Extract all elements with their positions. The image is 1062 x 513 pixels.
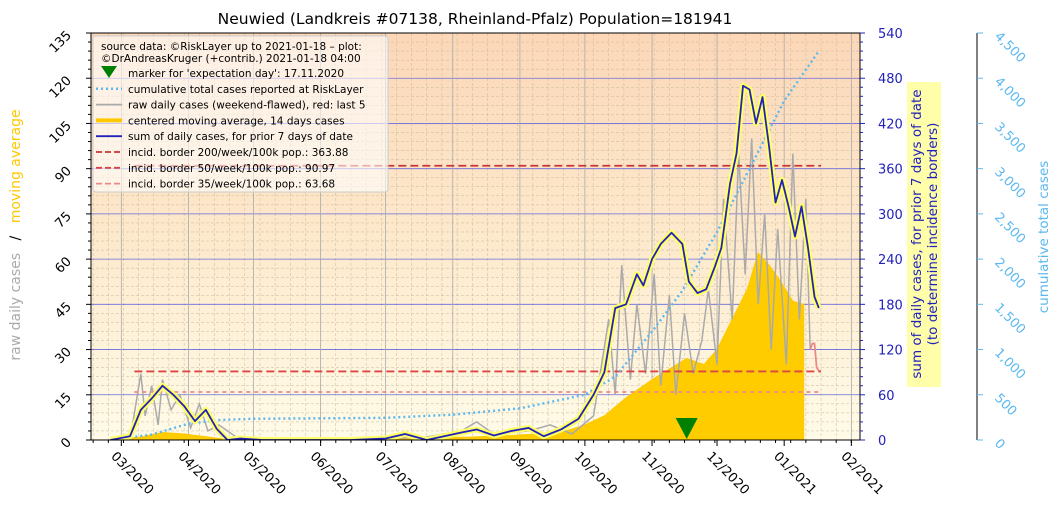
x-tick-label: 08/2020: [439, 449, 488, 498]
x-tick-label: 03/2020: [107, 449, 156, 498]
legend-entry: incid. border 35/week/100k pop.: 63.68: [96, 179, 335, 191]
y-axis-left-label: raw daily cases / moving average: [8, 109, 24, 360]
expectation-day-marker: [675, 418, 698, 439]
legend-label: sum of daily cases, for prior 7 days of …: [128, 131, 353, 143]
legend-label: cumulative total cases reported at RiskL…: [128, 84, 364, 96]
legend-entry: raw daily cases (weekend-flawed), red: l…: [96, 100, 366, 112]
y-axis-right2-label: cumulative total cases: [1036, 161, 1052, 314]
legend-entry: sum of daily cases, for prior 7 days of …: [96, 131, 353, 143]
plot-frame: [90, 32, 861, 441]
chart-title: Neuwied (Landkreis #07138, Rheinland-Pfa…: [218, 10, 733, 28]
y-right1-tick-label: 420: [878, 117, 903, 132]
y-right2-tick-label: 0: [991, 436, 1007, 452]
legend-label: raw daily cases (weekend-flawed), red: l…: [128, 100, 366, 112]
y-right1-tick-label: 300: [878, 208, 903, 223]
x-tick-label: 06/2020: [307, 449, 356, 498]
x-tick-label: 02/2021: [838, 449, 887, 498]
y-left-tick-label: 105: [47, 119, 75, 147]
x-tick-label: 10/2020: [571, 449, 620, 498]
y-right2-tick-label: 4,000: [991, 74, 1028, 111]
y-right1-tick-label: 540: [878, 27, 903, 42]
y-left-tick-label: 75: [53, 209, 75, 231]
x-tick-label: 05/2020: [240, 449, 289, 498]
ylabel-right1-line2: (to determine incidence borders): [925, 123, 941, 346]
y-left-tick-label: 60: [53, 254, 75, 276]
legend-label: centered moving average, 14 days cases: [128, 115, 345, 127]
raw-daily-last5-line: [809, 342, 820, 372]
ylabel-separator: /: [8, 235, 24, 240]
y-right2-tick-label: 1,500: [991, 301, 1028, 338]
legend-entry: incid. border 50/week/100k pop.: 90.97: [96, 163, 335, 175]
y-left-tick-label: 0: [58, 435, 74, 451]
weekly-sum-line: [110, 84, 820, 440]
y-right1-tick-label: 360: [878, 163, 903, 178]
y-right1-tick-label: 240: [878, 253, 903, 268]
legend-label: incid. border 50/week/100k pop.: 90.97: [128, 163, 335, 175]
y-right2-tick-label: 1,000: [991, 346, 1028, 383]
y-right2-tick-label: 500: [991, 391, 1019, 419]
legend-swatch-marker: [101, 66, 117, 78]
legend-entry: incid. border 200/week/100k pop.: 363.88: [96, 147, 348, 159]
cumulative-total-line: [110, 50, 820, 440]
plot-marks: [109, 50, 822, 440]
y-left-tick-label: 45: [53, 300, 75, 322]
x-tick-label: 09/2020: [506, 449, 555, 498]
y-right2-tick-label: 3,500: [991, 120, 1028, 157]
x-tick-label: 01/2021: [770, 449, 819, 498]
y-right1-tick-label: 0: [878, 434, 886, 449]
legend-entry: centered moving average, 14 days cases: [96, 115, 345, 127]
ylabel-moving-average: moving average: [8, 109, 24, 223]
right-label-highlight: [907, 82, 941, 387]
y-right1-tick-label: 60: [878, 389, 895, 404]
y-right1-tick-label: 120: [878, 344, 903, 359]
ylabel-right1-line1: sum of daily cases, for prior 7 days of …: [909, 89, 925, 378]
y-left-tick-label: 120: [47, 73, 75, 101]
y-right2-tick-label: 2,000: [991, 255, 1028, 292]
legend-box: [92, 35, 389, 193]
y-left-tick-label: 90: [53, 164, 75, 186]
legend-label: marker for 'expectation day': 17.11.2020: [128, 68, 344, 80]
y-right1-tick-label: 480: [878, 72, 903, 87]
y-right2-tick-label: 3,000: [991, 165, 1028, 202]
x-tick-label: 07/2020: [372, 449, 421, 498]
x-tick-label: 12/2020: [703, 449, 752, 498]
y-left-tick-label: 135: [47, 28, 75, 56]
legend-entry: marker for 'expectation day': 17.11.2020: [101, 66, 344, 80]
svg-text:raw daily cases /: raw daily cases / moving average: [8, 109, 24, 360]
source-note: source data: ©RiskLayer up to 2021-01-18…: [101, 41, 365, 65]
legend-label: incid. border 200/week/100k pop.: 363.88: [128, 147, 348, 159]
y-left-tick-label: 15: [53, 390, 75, 412]
ylabel-raw-daily: raw daily cases: [8, 253, 24, 361]
legend-label: incid. border 35/week/100k pop.: 63.68: [128, 179, 335, 191]
y-right1-tick-label: 180: [878, 298, 903, 313]
x-tick-label: 11/2020: [638, 449, 687, 498]
legend-entry: cumulative total cases reported at RiskL…: [96, 84, 364, 96]
y-left-tick-label: 30: [53, 345, 75, 367]
x-tick-label: 04/2020: [175, 449, 224, 498]
y-axis-right1-label: sum of daily cases, for prior 7 days of …: [909, 89, 941, 378]
y-right2-tick-label: 4,500: [991, 29, 1028, 66]
y-right2-tick-label: 2,500: [991, 210, 1028, 247]
legend: source data: ©RiskLayer up to 2021-01-18…: [92, 35, 389, 193]
